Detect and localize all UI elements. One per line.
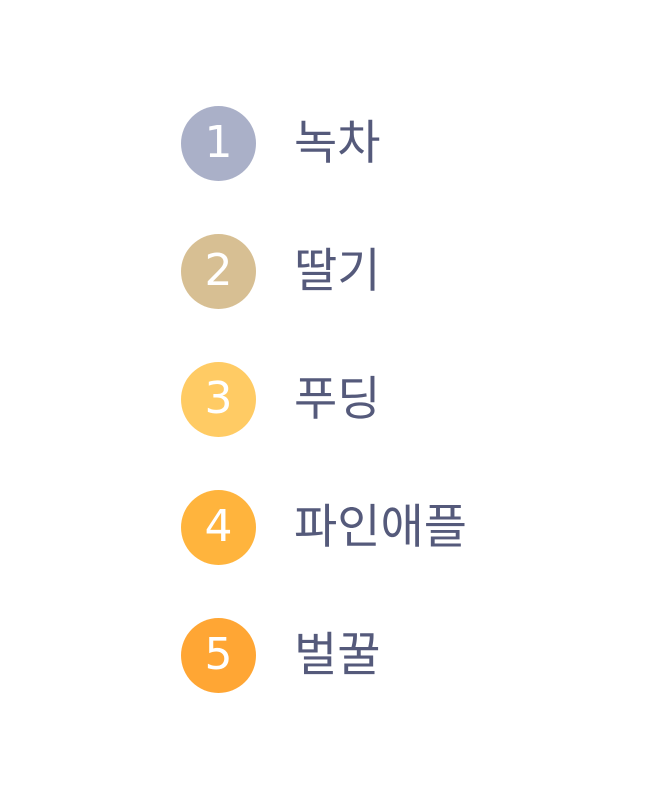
- rank-badge-4: 4: [181, 489, 256, 565]
- rank-label-2: 딸기: [294, 243, 381, 299]
- ranking-item-3: 3 푸딩: [181, 361, 467, 437]
- rank-badge-1: 1: [181, 105, 256, 181]
- rank-badge-3: 3: [181, 361, 256, 437]
- ranking-list: 1 녹차 2 딸기 3 푸딩 4 파인애플 5 벌꿀: [181, 105, 467, 693]
- ranking-item-2: 2 딸기: [181, 233, 467, 309]
- rank-badge-5: 5: [181, 617, 256, 693]
- rank-label-5: 벌꿀: [294, 627, 381, 683]
- rank-label-4: 파인애플: [294, 499, 467, 555]
- ranking-item-4: 4 파인애플: [181, 489, 467, 565]
- rank-label-1: 녹차: [294, 115, 381, 171]
- ranking-item-5: 5 벌꿀: [181, 617, 467, 693]
- ranking-item-1: 1 녹차: [181, 105, 467, 181]
- rank-badge-2: 2: [181, 233, 256, 309]
- rank-label-3: 푸딩: [294, 371, 381, 427]
